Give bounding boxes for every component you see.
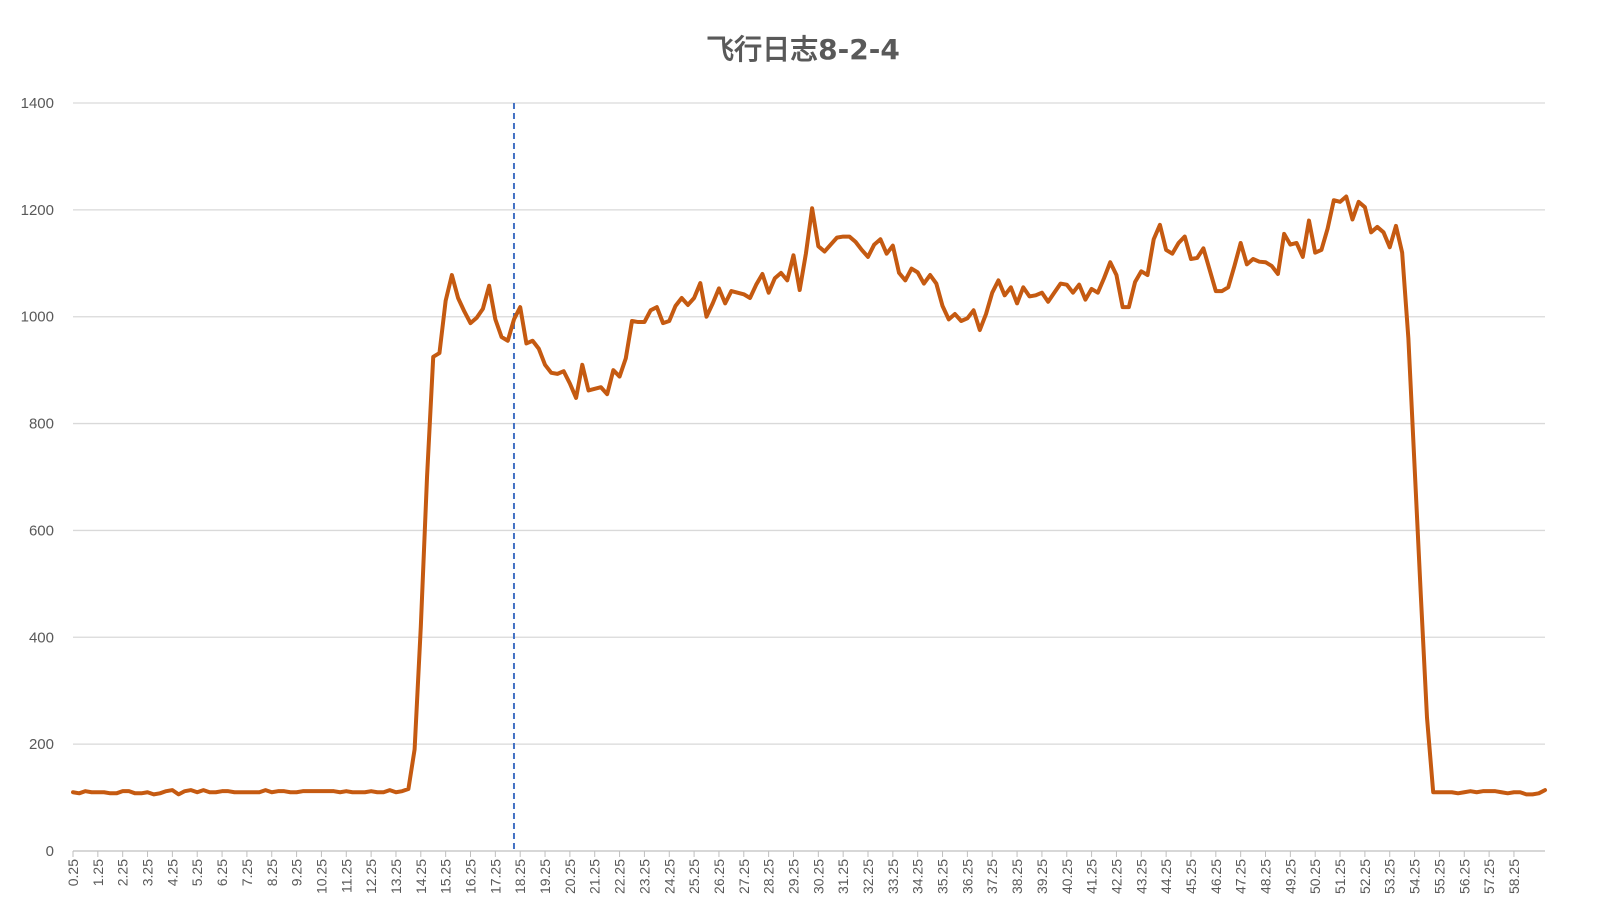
- x-tick-label: 21.25: [587, 859, 603, 894]
- x-tick-label: 45.25: [1183, 859, 1199, 894]
- chart-title: 飞行日志8-2-4: [706, 33, 900, 66]
- y-tick-label: 1000: [21, 309, 54, 326]
- y-tick-label: 400: [29, 629, 54, 646]
- x-tick-label: 48.25: [1258, 859, 1274, 894]
- y-tick-label: 600: [29, 522, 54, 539]
- x-tick-label: 25.25: [686, 859, 702, 894]
- x-tick-label: 5.25: [189, 859, 205, 886]
- x-tick-label: 33.25: [885, 859, 901, 894]
- x-tick-label: 26.25: [711, 859, 727, 894]
- x-tick-label: 24.25: [661, 859, 677, 894]
- x-tick-label: 7.25: [239, 859, 255, 886]
- x-tick-label: 17.25: [487, 859, 503, 894]
- y-tick-label: 1200: [21, 202, 54, 219]
- x-tick-label: 52.25: [1357, 859, 1373, 894]
- x-tick-label: 15.25: [438, 859, 454, 894]
- x-tick-label: 57.25: [1481, 859, 1497, 894]
- x-tick-label: 36.25: [959, 859, 975, 894]
- x-tick-label: 29.25: [785, 859, 801, 894]
- x-tick-label: 40.25: [1059, 859, 1075, 894]
- series-layer: [71, 194, 1547, 797]
- x-tick-label: 54.25: [1407, 859, 1423, 894]
- x-tick-label: 1.25: [90, 859, 106, 886]
- x-tick-label: 8.25: [264, 859, 280, 886]
- x-tick-label: 58.25: [1506, 859, 1522, 894]
- x-tick-label: 39.25: [1034, 859, 1050, 894]
- x-tick-label: 53.25: [1382, 859, 1398, 894]
- x-tick-label: 55.25: [1431, 859, 1447, 894]
- x-tick-label: 22.25: [612, 859, 628, 894]
- x-tick-label: 42.25: [1108, 859, 1124, 894]
- x-tick-label: 41.25: [1084, 859, 1100, 894]
- x-tick-label: 35.25: [935, 859, 951, 894]
- x-tick-label: 19.25: [537, 859, 553, 894]
- series-line: [71, 194, 1547, 797]
- y-tick-label: 0: [46, 843, 54, 860]
- gridlines: [73, 102, 1545, 745]
- x-tick-label: 10.25: [313, 859, 329, 894]
- x-tick-label: 27.25: [736, 859, 752, 894]
- x-tick-label: 18.25: [512, 859, 528, 894]
- x-tick-label: 11.25: [338, 859, 354, 893]
- y-tick-label: 1400: [21, 95, 54, 112]
- x-tick-label: 56.25: [1456, 859, 1472, 894]
- x-tick-label: 9.25: [289, 859, 305, 886]
- x-tick-label: 16.25: [463, 859, 479, 894]
- x-tick-label: 50.25: [1307, 859, 1323, 894]
- x-tick-label: 20.25: [562, 859, 578, 894]
- x-tick-label: 2.25: [115, 859, 131, 886]
- y-tick-label: 800: [29, 416, 54, 433]
- y-axis: 0 200 400 600 800 1000 1200 1400: [21, 95, 54, 860]
- x-tick-label: 4.25: [164, 859, 180, 886]
- x-tick-label: 3.25: [140, 859, 156, 886]
- x-tick-label: 51.25: [1332, 859, 1348, 894]
- x-tick-label: 6.25: [214, 859, 230, 886]
- x-tick-label: 37.25: [984, 859, 1000, 894]
- x-tick-label: 0.25: [65, 859, 81, 886]
- x-tick-label: 43.25: [1133, 859, 1149, 894]
- x-tick-label: 49.25: [1282, 859, 1298, 894]
- x-tick-label: 44.25: [1158, 859, 1174, 894]
- x-tick-label: 28.25: [761, 859, 777, 894]
- x-tick-label: 47.25: [1233, 859, 1249, 894]
- x-tick-label: 13.25: [388, 859, 404, 894]
- x-tick-label: 31.25: [835, 859, 851, 894]
- x-tick-label: 30.25: [810, 859, 826, 894]
- x-tick-label: 38.25: [1009, 859, 1025, 894]
- x-tick-label: 23.25: [636, 859, 652, 894]
- x-tick-label: 12.25: [363, 859, 379, 894]
- x-tick-label: 34.25: [910, 859, 926, 894]
- x-tick-label: 32.25: [860, 859, 876, 894]
- y-tick-label: 200: [29, 736, 54, 753]
- x-tick-label: 14.25: [413, 859, 429, 894]
- x-tick-label: 46.25: [1208, 859, 1224, 894]
- x-axis: 0.25 1.25 2.25 3.25 4.25 5.25 6.25 7.25 8.25 9.25…: [65, 850, 1545, 894]
